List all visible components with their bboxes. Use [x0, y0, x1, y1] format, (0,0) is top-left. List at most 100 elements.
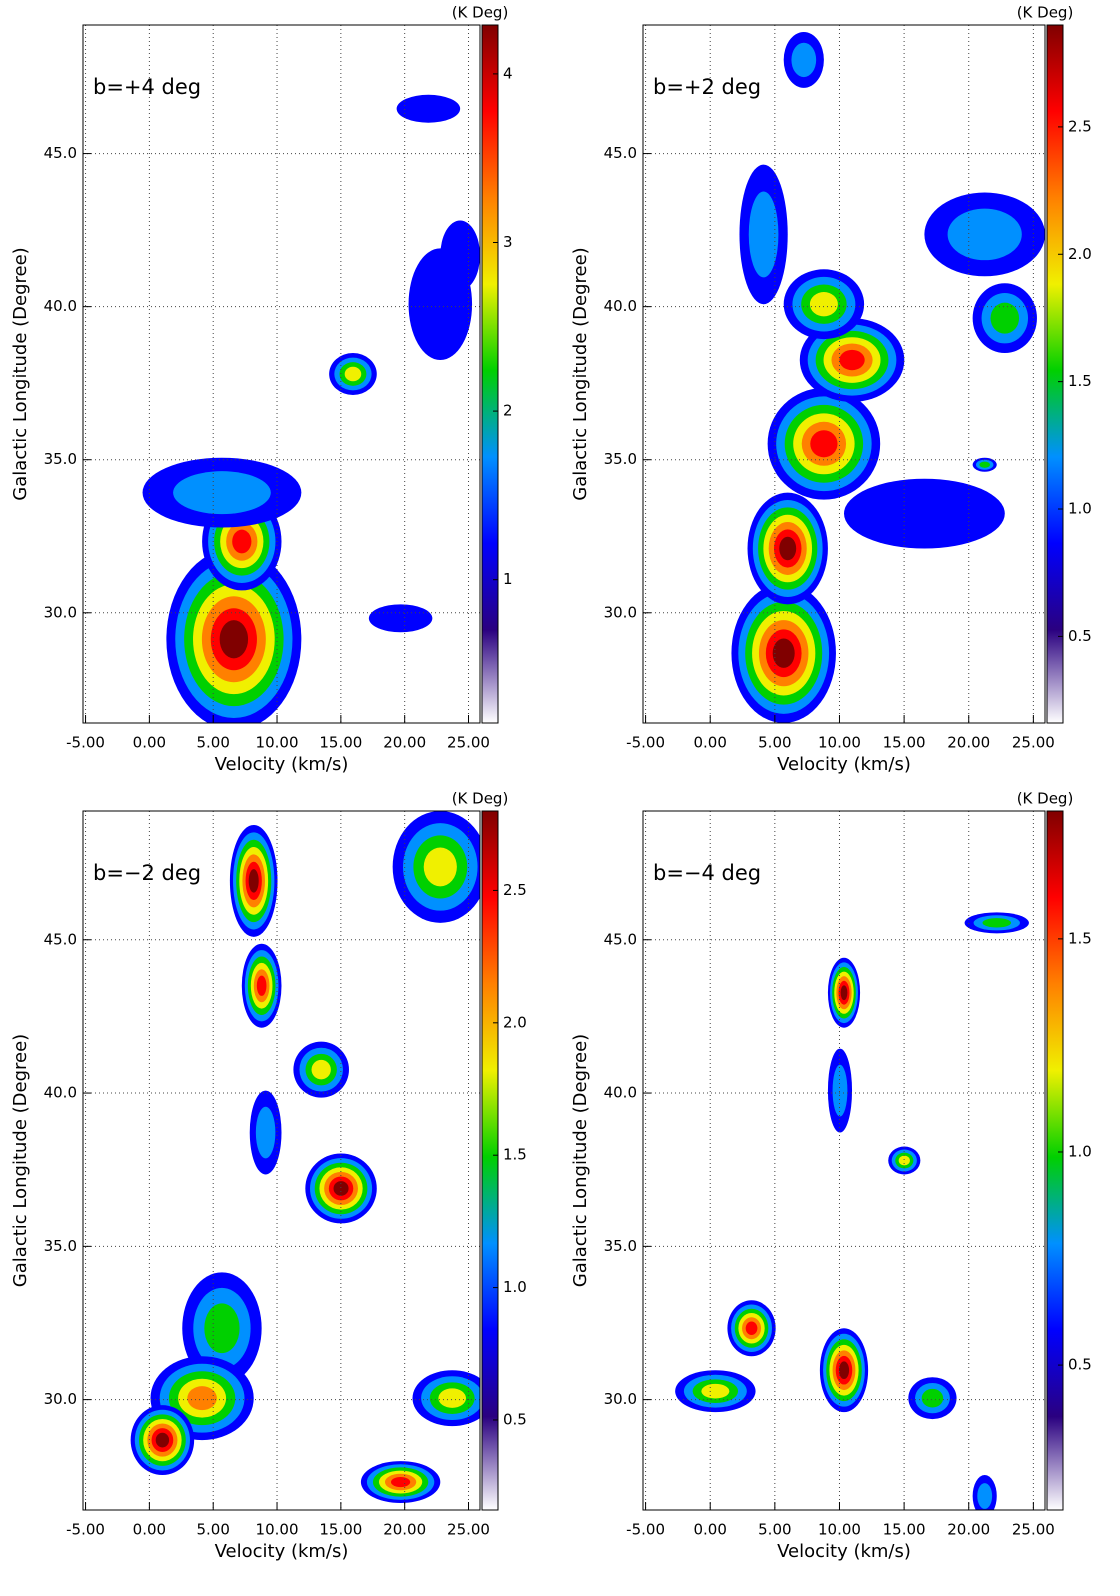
x-tick-label: 10.00 [256, 734, 299, 752]
y-axis-label: Galactic Longitude (Degree) [10, 1034, 31, 1287]
y-tick-label: 40.0 [44, 297, 77, 315]
x-tick-label: -5.00 [66, 734, 105, 752]
emission-blob [344, 366, 362, 382]
colorbar-tick-label: 1 [503, 570, 513, 588]
x-tick-label: 0.00 [133, 734, 166, 752]
colorbar-tick-label: 2.5 [1068, 117, 1092, 135]
x-tick-label: 5.00 [758, 734, 791, 752]
plot-frame [642, 810, 1046, 1511]
x-tick-label: 5.00 [758, 1521, 791, 1539]
colorbar [481, 24, 499, 724]
emission-blob [977, 1483, 993, 1509]
panel: -5.00 0.00 5.00 10.00 15.00 20.00 25.00 30.0 35.… [10, 790, 527, 1563]
x-tick-label: 0.00 [694, 734, 727, 752]
emission-blob [779, 536, 797, 561]
y-axis-label: Galactic Longitude (Degree) [570, 1034, 591, 1287]
x-tick-label: 0.00 [133, 1521, 166, 1539]
emission-blob [368, 604, 433, 633]
emission-blob [173, 471, 271, 515]
emission-blob [844, 478, 1005, 549]
emission-blob [947, 208, 1022, 261]
x-tick-label: 25.00 [447, 734, 490, 752]
colorbar-tick-label: 1.0 [503, 1278, 527, 1296]
y-axis-label: Galactic Longitude (Degree) [570, 247, 591, 500]
colorbar-tick-label: 0.5 [1068, 1356, 1092, 1374]
emission-blob [423, 847, 457, 887]
x-tick-label: 20.00 [947, 1521, 990, 1539]
panel-title: b=+2 deg [653, 75, 761, 99]
emission-blob [838, 1361, 850, 1380]
x-tick-label: 10.00 [256, 1521, 299, 1539]
emission-blob [840, 985, 848, 1001]
x-axis-label: Velocity (km/s) [215, 754, 349, 775]
emission-blob [438, 1388, 467, 1408]
emission-blob [921, 1388, 944, 1408]
x-tick-label: 0.00 [694, 1521, 727, 1539]
colorbar-tick-label: 1.5 [1068, 372, 1092, 390]
y-tick-label: 35.0 [604, 1237, 637, 1255]
emission-blob [809, 292, 838, 317]
colorbar-tick-label: 0.5 [503, 1410, 527, 1428]
emission-blob [232, 529, 252, 554]
colorbar-label: (K Deg) [1017, 4, 1074, 22]
y-tick-label: 45.0 [604, 144, 637, 162]
colorbar-label: (K Deg) [452, 790, 509, 808]
x-tick-label: -5.00 [626, 734, 665, 752]
y-tick-label: 30.0 [604, 603, 637, 621]
emission-blob [248, 869, 259, 893]
emission-blob [204, 1303, 240, 1354]
emission-blob [440, 220, 480, 291]
colorbar [1046, 24, 1064, 724]
emission-blob [311, 1059, 331, 1080]
y-tick-label: 45.0 [44, 930, 77, 948]
y-tick-label: 35.0 [44, 1237, 77, 1255]
emission-blob [155, 1432, 170, 1448]
emission-blob [390, 1476, 411, 1488]
plot-frame [82, 810, 481, 1511]
x-tick-label: 15.00 [319, 1521, 362, 1539]
x-tick-label: 15.00 [883, 734, 926, 752]
colorbar-tick-label: 4 [503, 64, 513, 82]
y-tick-label: 30.0 [604, 1390, 637, 1408]
emission-blob [990, 302, 1020, 334]
plot-frame [82, 24, 481, 724]
x-tick-label: 15.00 [319, 734, 362, 752]
x-tick-label: -5.00 [626, 1521, 665, 1539]
x-tick-label: 20.00 [383, 1521, 426, 1539]
emission-map [142, 94, 480, 723]
colorbar-tick-label: 2 [503, 402, 513, 420]
emission-blob [839, 349, 865, 371]
emission-blob [982, 918, 1012, 928]
y-tick-label: 40.0 [604, 1084, 637, 1102]
emission-blob [772, 638, 795, 668]
x-axis-label: Velocity (km/s) [777, 1541, 911, 1562]
x-tick-label: 25.00 [1012, 1521, 1055, 1539]
emission-map [130, 811, 480, 1504]
y-tick-label: 40.0 [604, 297, 637, 315]
emission-map [731, 31, 1045, 723]
x-tick-label: 15.00 [883, 1521, 926, 1539]
emission-blob [255, 1106, 276, 1159]
x-tick-label: 25.00 [1012, 734, 1055, 752]
emission-blob [810, 430, 838, 458]
y-tick-label: 45.0 [604, 930, 637, 948]
colorbar-tick-label: 0.5 [1068, 627, 1092, 645]
x-tick-label: 20.00 [947, 734, 990, 752]
emission-blob [333, 1181, 349, 1196]
panel: -5.00 0.00 5.00 10.00 15.00 20.00 25.00 30.0 35.… [10, 4, 513, 776]
colorbar-tick-label: 1.5 [1068, 929, 1092, 947]
emission-blob [745, 1321, 758, 1336]
colorbar-tick-label: 1.0 [1068, 500, 1092, 518]
x-tick-label: 5.00 [197, 1521, 230, 1539]
emission-map [675, 912, 1029, 1510]
colorbar-tick-label: 2.0 [1068, 245, 1092, 263]
y-tick-label: 45.0 [44, 144, 77, 162]
emission-blob [791, 42, 817, 78]
emission-blob [748, 191, 779, 278]
y-tick-label: 35.0 [44, 450, 77, 468]
panel: -5.00 0.00 5.00 10.00 15.00 20.00 25.00 30.0 35.… [570, 790, 1092, 1563]
panel: -5.00 0.00 5.00 10.00 15.00 20.00 25.00 30.0 35.… [570, 4, 1092, 776]
x-tick-label: 20.00 [383, 734, 426, 752]
y-tick-label: 40.0 [44, 1084, 77, 1102]
